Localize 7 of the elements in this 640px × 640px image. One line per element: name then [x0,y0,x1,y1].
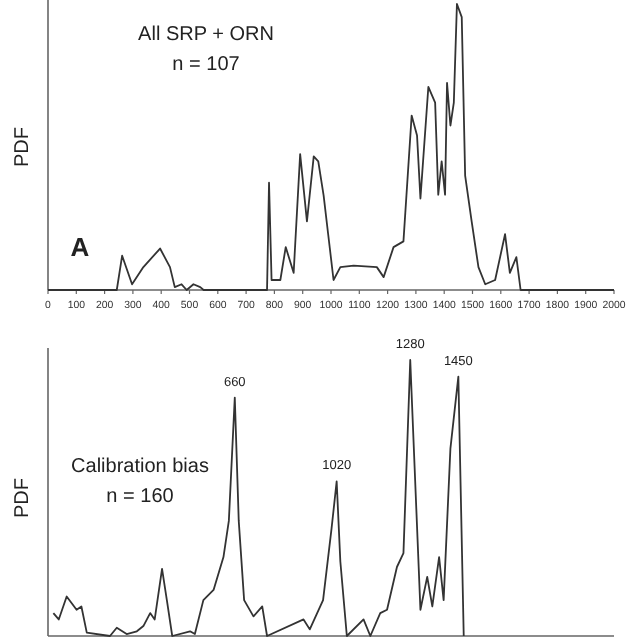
y-axis-title: PDF [12,478,34,518]
annotation: n = 160 [106,486,175,508]
annotation: n = 107 [172,54,241,76]
annotation: A [70,232,91,262]
annotation: Calibration bias [71,456,209,478]
y-axis-title: PDF [12,127,34,167]
annotation: All SRP + ORN [138,24,274,46]
